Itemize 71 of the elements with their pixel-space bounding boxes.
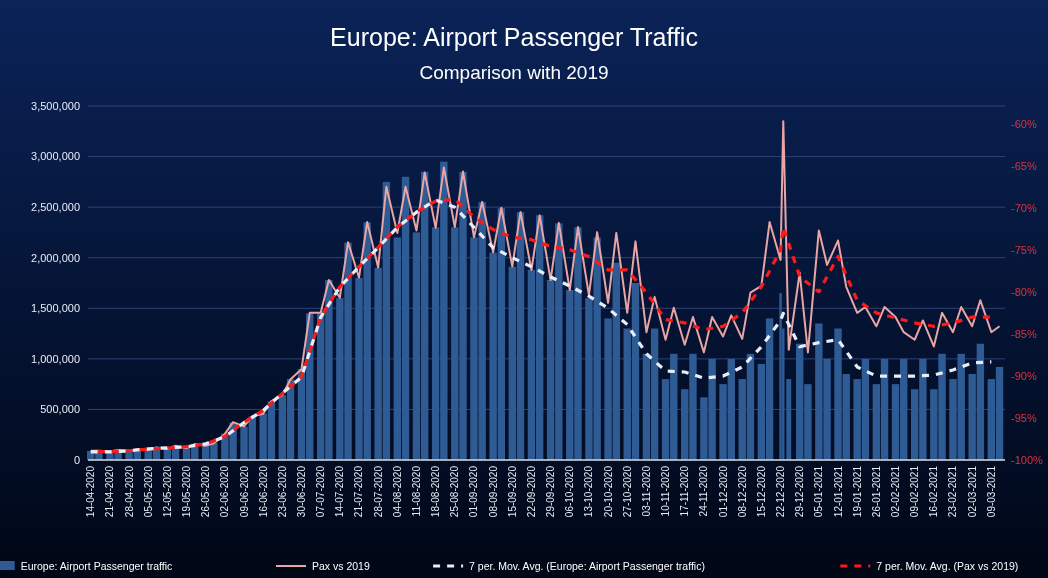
y-tick-label: 3,500,000: [31, 99, 80, 112]
x-tick-label: 02-02-2021: [890, 465, 902, 518]
x-tick-label: 19-01-2021: [851, 465, 863, 518]
x-tick-label: 24-11-2020: [698, 465, 710, 517]
x-tick-label: 11-08-2020: [410, 465, 422, 517]
x-tick-label: 20-10-2020: [602, 465, 614, 518]
x-tick-label: 17-11-2020: [679, 465, 691, 517]
y-tick-label: 2,500,000: [31, 200, 80, 213]
x-tick-label: 25-08-2020: [449, 465, 461, 518]
x-tick-label: 15-09-2020: [506, 465, 518, 518]
y2-tick-label: -60%: [1011, 117, 1037, 130]
x-tick-label: 10-11-2020: [660, 465, 672, 517]
y-tick-label: 1,500,000: [31, 302, 80, 315]
x-tick-label: 05-01-2021: [813, 465, 825, 518]
x-tick-label: 23-02-2021: [947, 465, 959, 518]
y2-tick-label: -100%: [1011, 453, 1044, 466]
x-tick-label: 09-03-2021: [985, 465, 997, 518]
legend-label: 7 per. Mov. Avg. (Europe: Airport Passenger traffic): [469, 559, 705, 572]
x-tick-label: 01-12-2020: [717, 465, 729, 518]
y-tick-label: 3,000,000: [31, 150, 80, 163]
x-tick-label: 28-07-2020: [372, 465, 384, 518]
x-tick-label: 08-12-2020: [736, 465, 748, 518]
x-tick-label: 14-07-2020: [334, 465, 346, 518]
x-tick-label: 16-02-2021: [928, 465, 940, 518]
y2-tick-label: -65%: [1011, 159, 1037, 172]
x-tick-label: 30-06-2020: [296, 465, 308, 518]
x-tick-label: 09-06-2020: [238, 465, 250, 518]
x-tick-label: 12-01-2021: [832, 465, 844, 518]
x-tick-label: 22-09-2020: [525, 465, 537, 518]
x-tick-label: 12-05-2020: [161, 465, 173, 518]
chart-title: Europe: Airport Passenger Traffic: [330, 23, 698, 51]
x-tick-label: 26-01-2021: [870, 465, 882, 518]
x-tick-label: 13-10-2020: [583, 465, 595, 518]
x-tick-label: 04-08-2020: [391, 465, 403, 518]
x-tick-label: 01-09-2020: [468, 465, 480, 518]
y2-tick-label: -85%: [1011, 327, 1037, 340]
legend-label: 7 per. Mov. Avg. (Pax vs 2019): [876, 559, 1019, 572]
y2-tick-label: -70%: [1011, 201, 1037, 214]
x-tick-label: 07-07-2020: [315, 465, 327, 518]
x-tick-label: 03-11-2020: [640, 465, 652, 517]
x-tick-label: 19-05-2020: [181, 465, 193, 518]
x-tick-label: 21-07-2020: [353, 465, 365, 518]
x-tick-label: 27-10-2020: [621, 465, 633, 518]
y-tick-label: 1,000,000: [31, 352, 80, 365]
x-tick-label: 18-08-2020: [430, 465, 442, 518]
y-tick-label: 500,000: [40, 403, 80, 416]
x-tick-label: 16-06-2020: [257, 465, 269, 518]
x-tick-label: 09-02-2021: [909, 465, 921, 518]
y2-tick-label: -90%: [1011, 369, 1037, 382]
y-tick-label: 0: [73, 453, 80, 466]
x-tick-label: 14-04-2020: [85, 465, 97, 518]
x-tick-label: 05-05-2020: [142, 465, 154, 518]
x-tick-label: 28-04-2020: [123, 465, 135, 518]
y2-tick-label: -95%: [1011, 411, 1037, 424]
x-tick-label: 29-12-2020: [794, 465, 806, 518]
legend-label: Europe: Airport Passenger traffic: [20, 559, 173, 572]
y2-tick-label: -80%: [1011, 285, 1037, 298]
x-tick-label: 02-03-2021: [966, 465, 978, 518]
x-tick-label: 06-10-2020: [564, 465, 576, 518]
x-tick-label: 15-12-2020: [755, 465, 767, 518]
x-tick-label: 23-06-2020: [276, 465, 288, 518]
legend-label: Pax vs 2019: [312, 559, 370, 572]
chart-subtitle: Comparison with 2019: [419, 62, 609, 83]
y-tick-label: 2,000,000: [31, 251, 80, 264]
x-tick-label: 26-05-2020: [200, 465, 212, 518]
y2-tick-label: -75%: [1011, 243, 1037, 256]
x-tick-label: 22-12-2020: [775, 465, 787, 518]
x-tick-label: 08-09-2020: [487, 465, 499, 518]
x-tick-label: 29-09-2020: [545, 465, 557, 518]
x-tick-label: 02-06-2020: [219, 465, 231, 518]
x-tick-label: 21-04-2020: [104, 465, 116, 518]
